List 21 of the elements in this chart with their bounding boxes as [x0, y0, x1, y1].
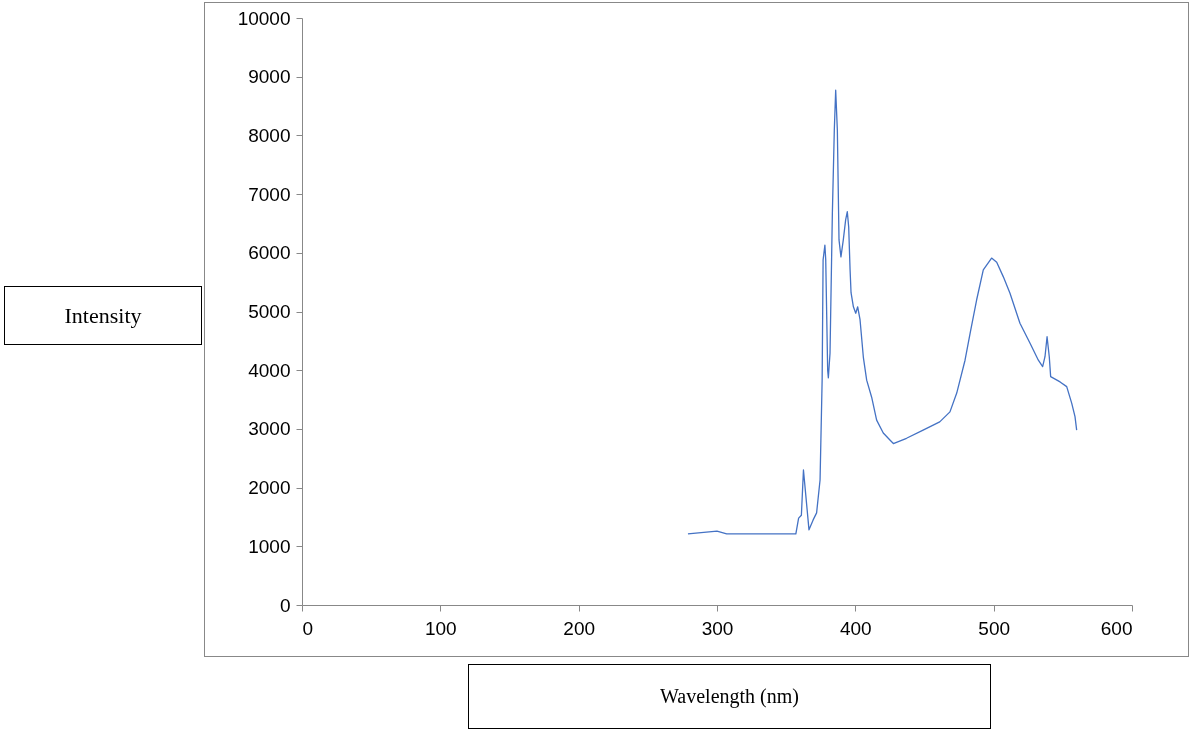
line-series — [687, 89, 1078, 535]
x-tick-label: 300 — [701, 617, 734, 639]
y-tick-label: 10000 — [237, 7, 291, 29]
y-tick-label: 3000 — [248, 418, 291, 440]
y-tick-label: 0 — [279, 594, 291, 616]
x-tick-label: 500 — [978, 617, 1011, 639]
x-tick-label: 100 — [424, 617, 457, 639]
x-axis-title: Wavelength (nm) — [468, 664, 991, 729]
y-tick-label: 5000 — [248, 301, 291, 322]
y-axis-title: Intensity — [4, 286, 202, 345]
x-tick-label: 600 — [1100, 617, 1133, 639]
y-tick-label: 9000 — [248, 66, 291, 88]
x-tick-label: 0 — [302, 617, 314, 639]
y-tick-label: 6000 — [248, 242, 291, 264]
y-tick-label: 8000 — [248, 124, 291, 146]
x-tick-label: 200 — [563, 617, 596, 639]
y-tick-label: 4000 — [248, 359, 291, 381]
y-tick-label: 1000 — [248, 535, 291, 557]
x-tick-label: 400 — [839, 617, 872, 639]
y-tick-label: 7000 — [248, 183, 291, 205]
y-tick-label: 2000 — [248, 477, 291, 499]
